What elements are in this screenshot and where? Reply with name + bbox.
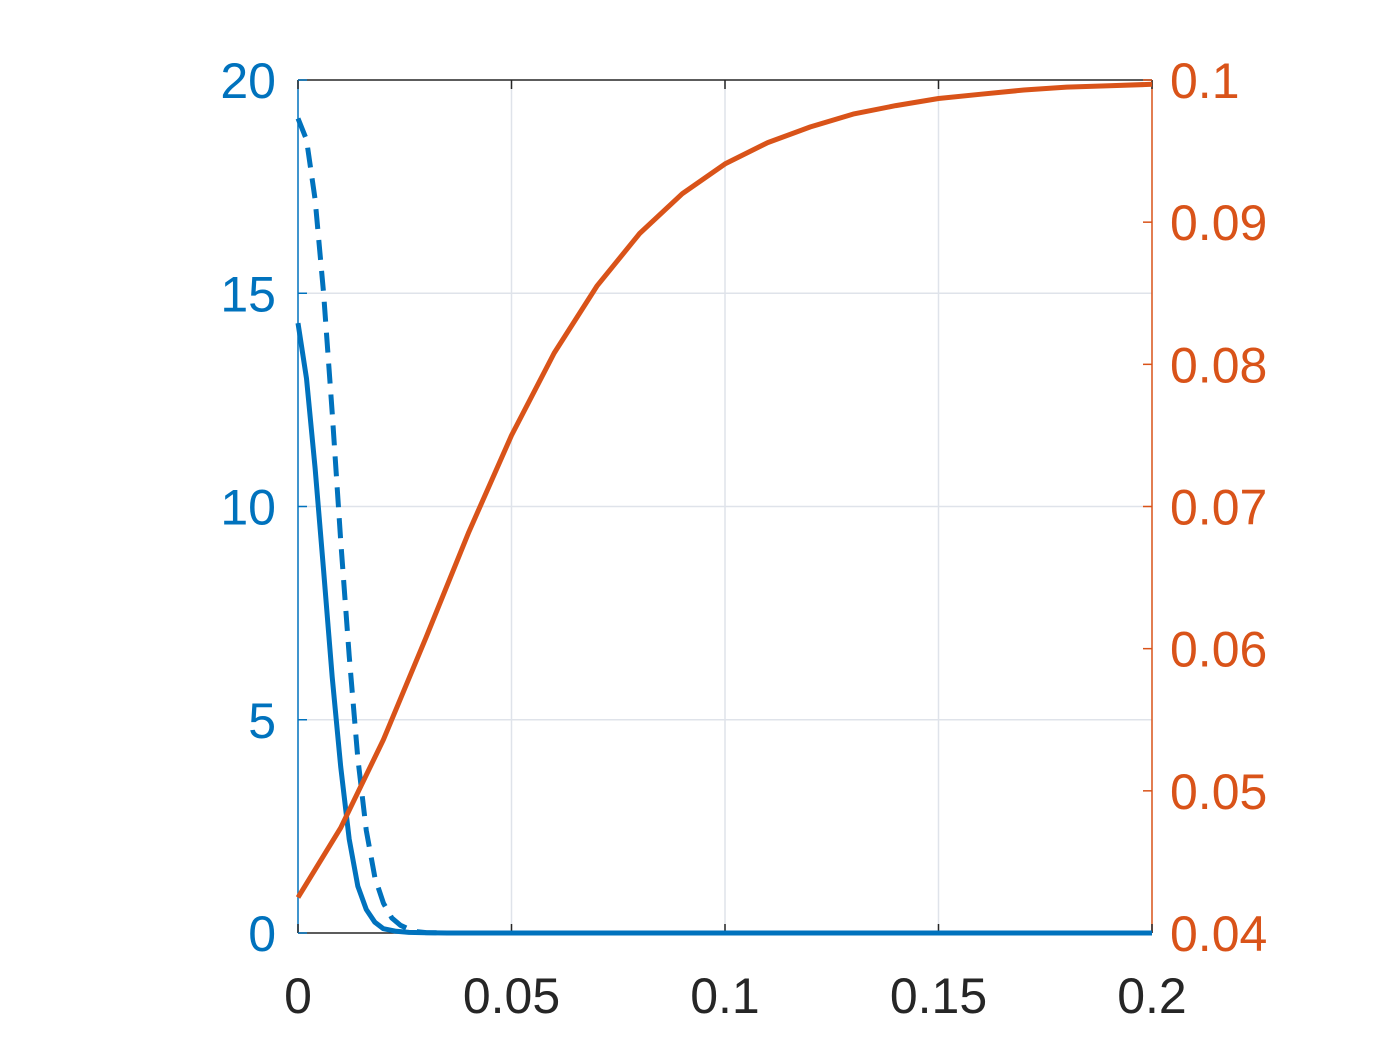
x-tick-label: 0.2 <box>1117 968 1187 1024</box>
series-line-left-dashed <box>295 117 1152 936</box>
right-y-tick-label: 0.06 <box>1170 622 1267 678</box>
left-y-tick-label: 15 <box>220 266 276 322</box>
grid-lines <box>298 80 1152 933</box>
right-y-tick-label: 0.1 <box>1170 53 1240 109</box>
right-y-tick-label: 0.05 <box>1170 764 1267 820</box>
tick-labels: 0 0.05 0.1 0.15 0.2 0 5 10 15 20 0.04 0.05 0.06 0.07 0… <box>220 53 1267 1024</box>
x-tick-label: 0.1 <box>690 968 760 1024</box>
left-y-tick-label: 5 <box>248 693 276 749</box>
right-y-tick-label: 0.07 <box>1170 480 1267 536</box>
series-line-right-solid <box>295 81 1153 899</box>
right-y-tick-label: 0.09 <box>1170 195 1267 251</box>
x-tick-label: 0 <box>284 968 312 1024</box>
x-tick-label: 0.05 <box>463 968 560 1024</box>
right-y-tick-label: 0.08 <box>1170 337 1267 393</box>
right-y-tick-label: 0.04 <box>1170 906 1267 962</box>
x-tick-label: 0.15 <box>890 968 987 1024</box>
left-y-tick-label: 20 <box>220 53 276 109</box>
left-y-tick-label: 0 <box>248 906 276 962</box>
data-series <box>295 81 1153 936</box>
left-y-tick-label: 10 <box>220 480 276 536</box>
